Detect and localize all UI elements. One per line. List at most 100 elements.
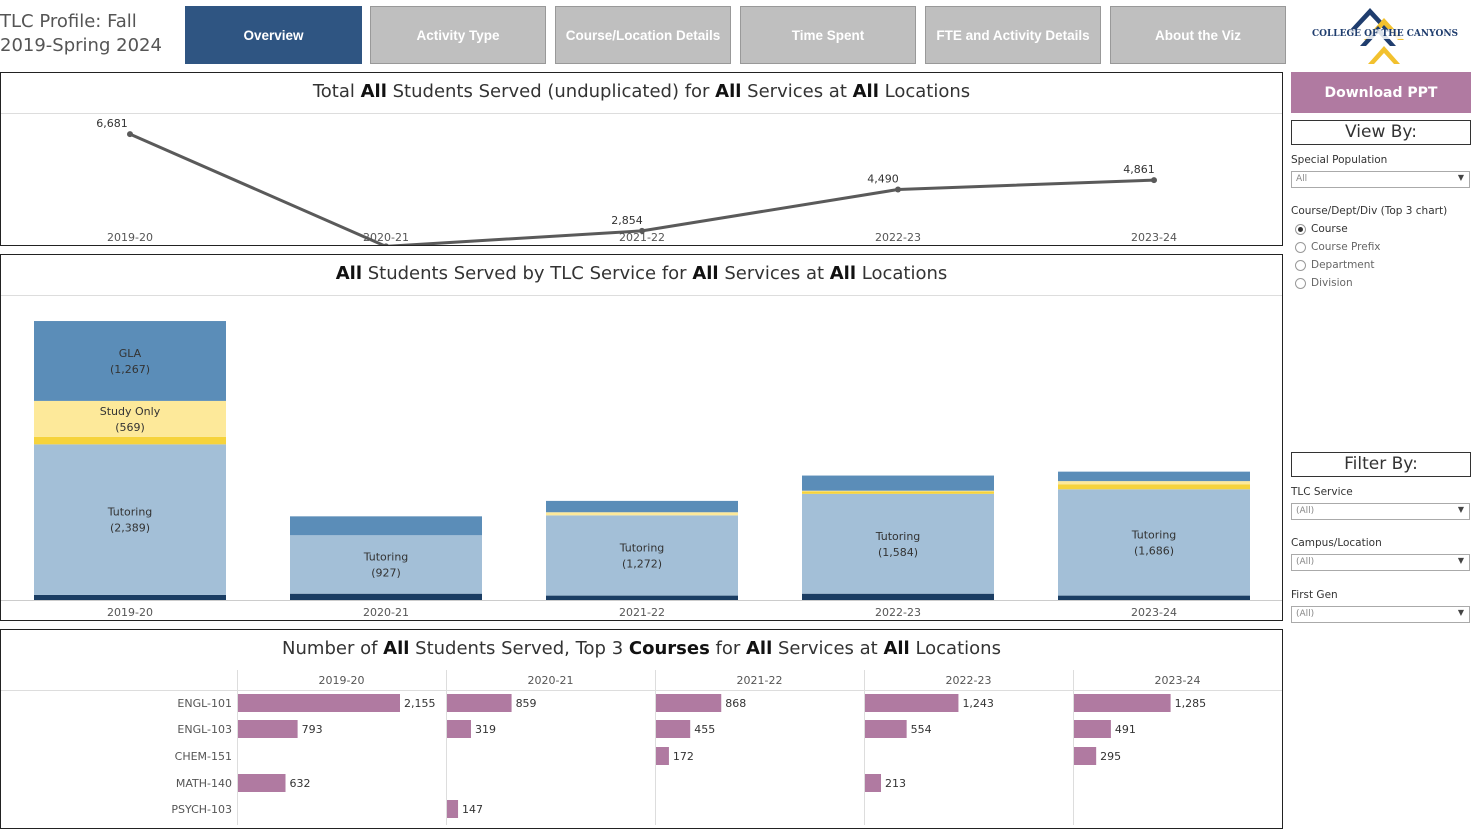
radio-department[interactable]: Department bbox=[1295, 259, 1375, 271]
line-point bbox=[383, 243, 389, 245]
campus-location-label: Campus/Location bbox=[1291, 537, 1382, 549]
course-bar bbox=[865, 720, 907, 738]
segment-label: GLA bbox=[119, 347, 142, 360]
bar-segment-other-dark- bbox=[290, 593, 482, 600]
radio-division[interactable]: Division bbox=[1295, 277, 1353, 289]
course-dept-label: Course/Dept/Div (Top 3 chart) bbox=[1291, 205, 1448, 217]
bar-value-label: 2,155 bbox=[404, 697, 436, 710]
first-gen-value: (All) bbox=[1296, 609, 1315, 619]
course-bar bbox=[238, 774, 286, 792]
column-header: 2020-21 bbox=[528, 674, 574, 687]
tab-about-the-viz[interactable]: About the Viz bbox=[1110, 6, 1286, 64]
row-label: PSYCH-103 bbox=[171, 803, 232, 816]
bar-value-label: 147 bbox=[462, 803, 483, 816]
course-bar bbox=[656, 747, 669, 765]
radio-circle-icon bbox=[1295, 241, 1306, 253]
bar-segment-gla bbox=[290, 516, 482, 536]
course-bar bbox=[865, 694, 959, 712]
segment-label: Tutoring bbox=[875, 530, 921, 543]
x-tick-label: 2020-21 bbox=[363, 606, 409, 619]
segment-label: Tutoring bbox=[619, 541, 665, 554]
college-logo: COLLEGE OF THE CANYONS bbox=[1300, 4, 1470, 66]
bar-segment-other-dark- bbox=[546, 595, 738, 600]
tlc-service-value: (All) bbox=[1296, 506, 1315, 516]
tlc-service-label: TLC Service bbox=[1291, 486, 1353, 498]
radio-circle-icon bbox=[1295, 223, 1306, 235]
bar-value-label: 632 bbox=[290, 777, 311, 790]
logo-text: COLLEGE OF THE CANYONS bbox=[1300, 29, 1470, 39]
line-point bbox=[639, 227, 645, 234]
course-bar bbox=[238, 720, 298, 738]
bar-segment-other-yellow- bbox=[34, 436, 226, 445]
campus-location-value: (All) bbox=[1296, 557, 1315, 567]
data-label: 6,681 bbox=[96, 117, 128, 130]
segment-label: (2,389) bbox=[110, 522, 150, 535]
chevron-down-icon: ▼ bbox=[1457, 556, 1464, 565]
tab-fte-and-activity-details[interactable]: FTE and Activity Details bbox=[925, 6, 1101, 64]
row-label: CHEM-151 bbox=[175, 750, 232, 763]
bar-value-label: 1,285 bbox=[1175, 697, 1207, 710]
segment-label: (1,272) bbox=[622, 557, 662, 570]
bar-segment-other-dark- bbox=[34, 594, 226, 600]
segment-label: Tutoring bbox=[1131, 528, 1177, 541]
line-point bbox=[127, 131, 133, 138]
x-tick-label: 2020-21 bbox=[363, 231, 409, 244]
tab-time-spent[interactable]: Time Spent bbox=[740, 6, 916, 64]
segment-label: (569) bbox=[115, 421, 145, 434]
tab-course-location-details[interactable]: Course/Location Details bbox=[555, 6, 731, 64]
course-bar bbox=[447, 800, 459, 818]
bar-segment-tutoring bbox=[290, 535, 482, 594]
top3-courses-title: Number of All Students Served, Top 3 Cou… bbox=[282, 638, 1001, 659]
bar-segment-other-dark- bbox=[1058, 595, 1250, 600]
line-point bbox=[1151, 177, 1157, 184]
chevron-down-icon: ▼ bbox=[1457, 608, 1464, 617]
course-bar bbox=[656, 694, 722, 712]
column-header: 2021-22 bbox=[737, 674, 783, 687]
course-bar bbox=[447, 694, 512, 712]
data-label: 4,490 bbox=[867, 173, 899, 186]
radio-label: Division bbox=[1311, 277, 1353, 289]
x-tick-label: 2019-20 bbox=[107, 606, 153, 619]
campus-location-dropdown[interactable]: (All) ▼ bbox=[1291, 554, 1470, 571]
radio-label: Department bbox=[1311, 259, 1375, 271]
segment-label: (1,686) bbox=[1134, 544, 1174, 557]
bar-segment-other-dark- bbox=[802, 593, 994, 600]
view-by-heading: View By: bbox=[1291, 120, 1471, 145]
tlc-service-dropdown[interactable]: (All) ▼ bbox=[1291, 503, 1470, 520]
top3-courses-bar-chart: 2019-20 2020-21 2021-22 2022-23 2023-24 ENGL-… bbox=[1, 670, 1282, 825]
first-gen-dropdown[interactable]: (All) ▼ bbox=[1291, 606, 1470, 623]
course-bar bbox=[1074, 720, 1111, 738]
x-tick-label: 2019-20 bbox=[107, 231, 153, 244]
column-header: 2023-24 bbox=[1155, 674, 1201, 687]
bar-segment-tutoring bbox=[1058, 489, 1250, 596]
bar-segment-study-only bbox=[1058, 481, 1250, 485]
total-students-line-chart: 6,6812019-202,2392020-212,8542021-224,49… bbox=[96, 117, 1177, 245]
line-point bbox=[895, 186, 901, 193]
x-tick-label: 2022-23 bbox=[875, 606, 921, 619]
column-header: 2022-23 bbox=[946, 674, 992, 687]
bar-segment-study-only bbox=[34, 400, 226, 437]
bar-segment-gla bbox=[1058, 471, 1250, 482]
students-by-service-panel: All Students Served by TLC Service for A… bbox=[0, 254, 1283, 621]
download-ppt-button[interactable]: Download PPT bbox=[1291, 72, 1471, 113]
special-population-value: All bbox=[1296, 174, 1308, 184]
bar-value-label: 319 bbox=[475, 723, 496, 736]
top3-courses-panel: Number of All Students Served, Top 3 Cou… bbox=[0, 629, 1283, 829]
x-tick-label: 2023-24 bbox=[1131, 231, 1177, 244]
tab-activity-type[interactable]: Activity Type bbox=[370, 6, 546, 64]
segment-label: (927) bbox=[371, 566, 401, 579]
special-population-dropdown[interactable]: All ▼ bbox=[1291, 171, 1470, 188]
tab-overview[interactable]: Overview bbox=[185, 6, 362, 64]
page-title: TLC Profile: Fall 2019-Spring 2024 bbox=[0, 11, 162, 56]
course-bar bbox=[238, 694, 400, 712]
radio-course[interactable]: Course bbox=[1295, 223, 1348, 235]
segment-label: Tutoring bbox=[363, 550, 409, 563]
first-gen-label: First Gen bbox=[1291, 589, 1338, 601]
radio-circle-icon bbox=[1295, 259, 1306, 271]
bar-segment-study-only bbox=[546, 512, 738, 516]
data-label: 2,854 bbox=[611, 214, 643, 227]
radio-course-prefix[interactable]: Course Prefix bbox=[1295, 241, 1381, 253]
bar-segment-other-yellow- bbox=[802, 491, 994, 494]
bar-value-label: 554 bbox=[911, 723, 932, 736]
row-label: ENGL-103 bbox=[177, 723, 232, 736]
